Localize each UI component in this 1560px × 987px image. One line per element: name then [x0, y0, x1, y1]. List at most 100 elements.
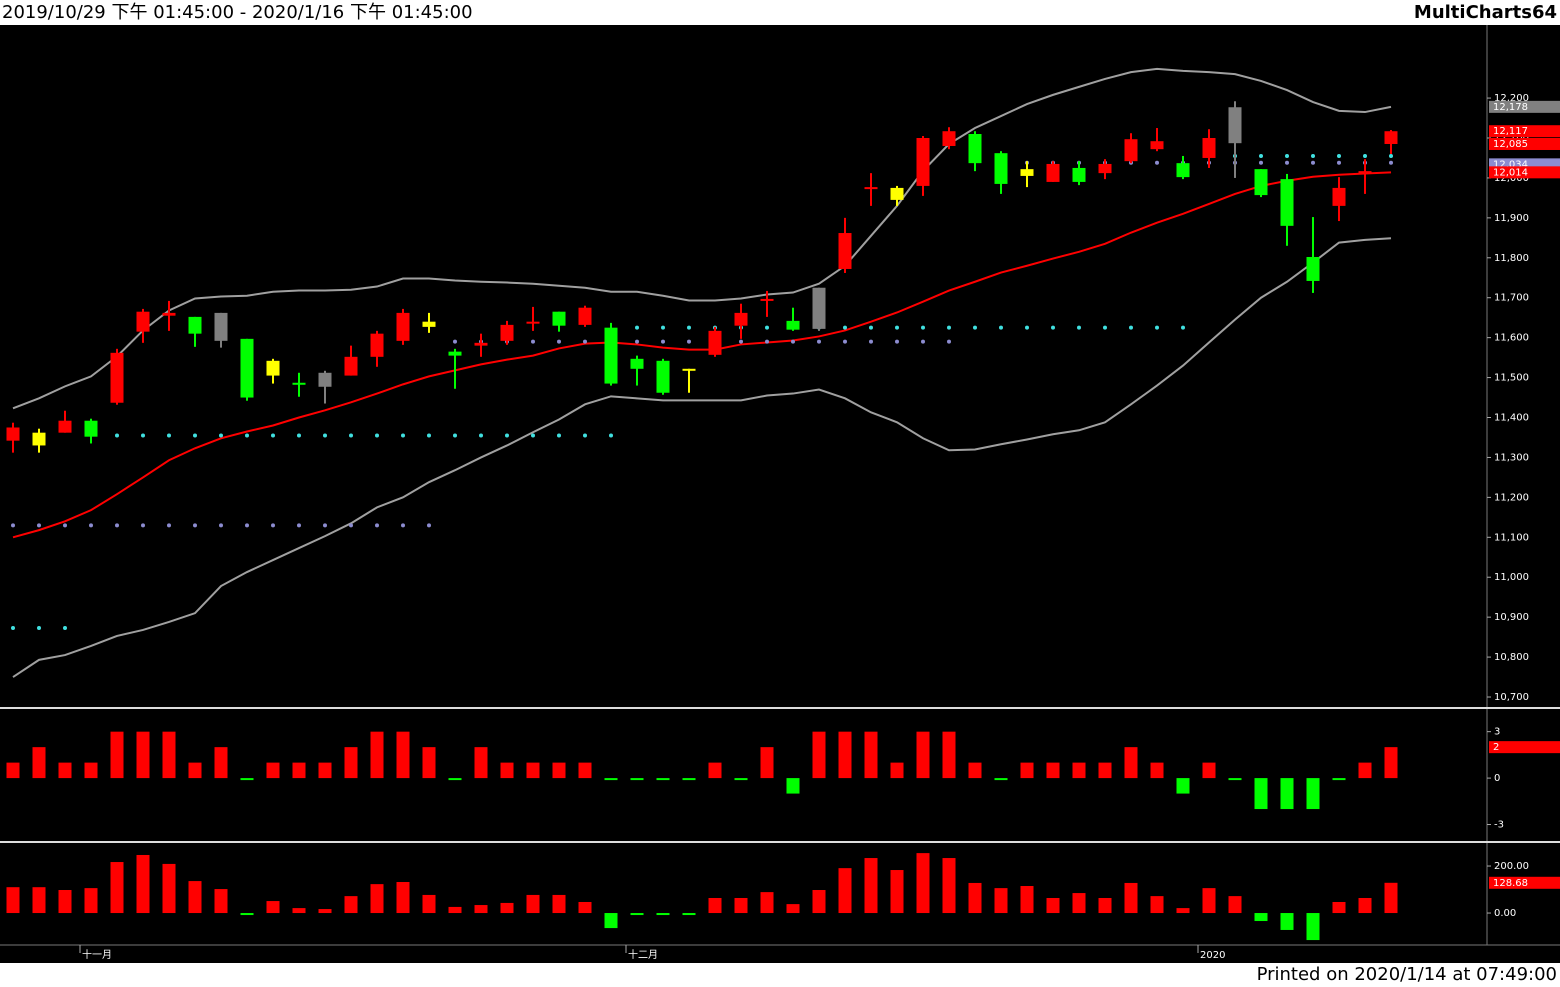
- histogram-bar: [682, 778, 696, 781]
- stop-dot: [1181, 325, 1185, 330]
- stop-dot: [739, 339, 743, 344]
- candle-body: [760, 298, 774, 301]
- stop-dot: [349, 523, 353, 528]
- candle-body: [968, 134, 982, 164]
- histogram-bar: [1176, 908, 1190, 914]
- histogram-bar: [240, 778, 254, 781]
- stop-dot: [349, 433, 353, 438]
- stop-dot: [1155, 160, 1159, 165]
- histogram-bar: [292, 762, 306, 779]
- stop-dot: [635, 325, 639, 330]
- candle-body: [396, 312, 410, 341]
- stop-dot: [271, 433, 275, 438]
- stop-dot: [661, 325, 665, 330]
- brand: MultiCharts64: [1414, 2, 1557, 23]
- candle-body: [916, 138, 930, 186]
- histogram-bar: [1098, 897, 1112, 914]
- stop-dot: [661, 339, 665, 344]
- stop-dot: [401, 523, 405, 528]
- x-tick-label: 十一月: [82, 948, 112, 961]
- candle-body: [110, 352, 124, 403]
- histogram-bar: [266, 901, 280, 914]
- histogram-bar: [916, 853, 930, 914]
- stop-dot: [37, 625, 41, 630]
- histogram-bar: [448, 778, 462, 781]
- stop-dot: [947, 325, 951, 330]
- candle-body: [942, 131, 956, 146]
- stop-dot: [583, 433, 587, 438]
- stop-dot: [63, 625, 67, 630]
- candle-body: [188, 316, 202, 334]
- histogram-bar: [656, 778, 670, 781]
- stop-dot: [167, 433, 171, 438]
- histogram-bar: [864, 858, 878, 914]
- candle-body: [370, 333, 384, 357]
- histogram-bar: [84, 888, 98, 914]
- price-marker-label: 12,034: [1493, 159, 1528, 170]
- candle-body: [448, 351, 462, 356]
- stop-dot: [245, 523, 249, 528]
- histogram-bar: [578, 762, 592, 779]
- stop-dot: [1259, 160, 1263, 165]
- stop-dot: [531, 433, 535, 438]
- stop-dot: [817, 339, 821, 344]
- indicator-line: [12, 171, 1392, 539]
- candle-body: [656, 360, 670, 393]
- stop-dot: [453, 339, 457, 344]
- histogram-bar: [370, 884, 384, 914]
- candle-body: [422, 321, 436, 327]
- stop-dot: [11, 523, 15, 528]
- stop-dot: [479, 433, 483, 438]
- stop-dot: [531, 339, 535, 344]
- footer-bar: [0, 963, 1560, 987]
- stop-dot: [921, 339, 925, 344]
- histogram-bar: [110, 862, 124, 914]
- stop-dot: [1285, 153, 1289, 158]
- stop-dot: [37, 523, 41, 528]
- stop-dot: [1155, 325, 1159, 330]
- price-marker-label: 2: [1493, 742, 1499, 753]
- stop-dot: [193, 433, 197, 438]
- histogram-bar: [396, 731, 410, 779]
- histogram-bar: [448, 906, 462, 914]
- stop-dot: [843, 339, 847, 344]
- stop-dot: [63, 523, 67, 528]
- candle-body: [1280, 179, 1294, 226]
- stop-dot: [297, 523, 301, 528]
- histogram-bar: [1098, 762, 1112, 779]
- histogram-bar: [942, 858, 956, 914]
- histogram-bar: [838, 868, 852, 914]
- candle-body: [84, 420, 98, 437]
- price-marker: [1489, 100, 1560, 113]
- y-tick-label: 0: [1494, 773, 1500, 784]
- candle-body: [994, 153, 1008, 184]
- price-marker-label: 12,014: [1493, 167, 1528, 178]
- stop-dot: [245, 433, 249, 438]
- stop-dot: [453, 433, 457, 438]
- stop-dot: [999, 325, 1003, 330]
- candle-body: [1332, 187, 1346, 206]
- histogram-bar: [1124, 747, 1138, 779]
- histogram-bar: [630, 913, 644, 916]
- candle-body: [266, 360, 280, 376]
- stop-dot: [271, 523, 275, 528]
- stop-dot: [1337, 153, 1341, 158]
- candle-body: [240, 338, 254, 398]
- candle-body: [474, 342, 488, 346]
- histogram-bar: [58, 890, 72, 914]
- histogram-bar: [552, 894, 566, 914]
- stop-dot: [427, 523, 431, 528]
- stop-dot: [895, 339, 899, 344]
- histogram-bar: [1254, 913, 1268, 922]
- histogram-bar: [110, 731, 124, 779]
- histogram-bar: [1124, 882, 1138, 914]
- chart-area: [0, 25, 1560, 963]
- x-tick-label: 2020: [1200, 950, 1225, 961]
- histogram-bar: [786, 904, 800, 914]
- histogram-bar: [500, 902, 514, 914]
- histogram-bar: [1384, 882, 1398, 914]
- histogram-bar: [578, 901, 592, 914]
- histogram-bar: [864, 731, 878, 779]
- histogram-bar: [500, 762, 514, 779]
- histogram-bar: [136, 731, 150, 779]
